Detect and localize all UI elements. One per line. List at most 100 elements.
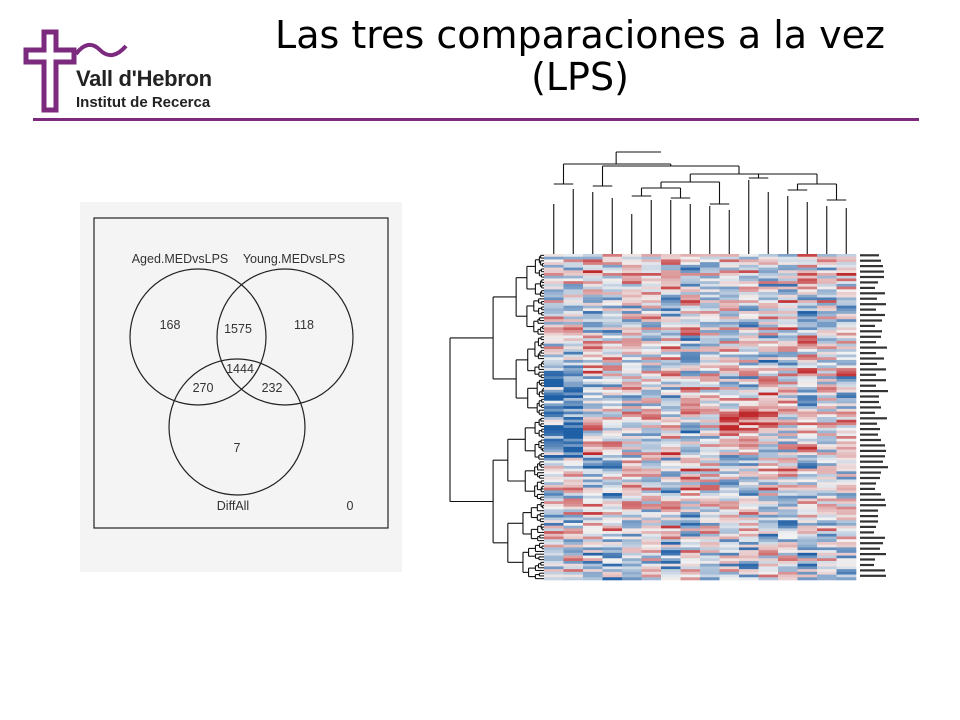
heatmap-cell [758, 444, 779, 448]
heatmap-cell [797, 528, 818, 532]
heatmap-cell [563, 340, 584, 344]
heatmap-cell [719, 484, 740, 488]
heatmap-cell [641, 338, 662, 342]
heatmap-cell [719, 392, 740, 396]
heatmap-cell [661, 300, 681, 304]
heatmap-cell [602, 254, 623, 258]
heatmap-cell [719, 563, 740, 567]
heatmap-cell [622, 370, 642, 374]
heatmap-cell [602, 441, 623, 445]
heatmap-cell [622, 574, 642, 578]
heatmap-cell [778, 493, 798, 497]
heatmap-cell [622, 302, 642, 306]
heatmap-cell [661, 313, 681, 317]
heatmap-cell [719, 338, 740, 342]
heatmap-cell [563, 381, 584, 385]
heatmap-cell [778, 387, 798, 391]
heatmap-cell [544, 471, 564, 475]
heatmap-cell [817, 452, 837, 456]
heatmap-cell [602, 569, 623, 573]
heatmap-cell [661, 294, 681, 298]
heatmap-cell [758, 403, 779, 407]
heatmap-cell [797, 378, 818, 382]
heatmap-cell [680, 539, 701, 543]
row-label-mark [860, 313, 885, 317]
heatmap-cell [583, 490, 603, 494]
heatmap-cell [602, 514, 623, 518]
row-label-mark [860, 563, 874, 567]
heatmap-cell [719, 558, 740, 562]
heatmap-cell [739, 332, 759, 336]
heatmap-cell [680, 297, 701, 301]
heatmap-cell [758, 430, 779, 434]
heatmap-cell [797, 487, 818, 491]
heatmap-cell [836, 335, 857, 339]
heatmap-cell [680, 395, 701, 399]
heatmap-cell [602, 332, 623, 336]
heatmap-cell [700, 544, 720, 548]
heatmap-cell [836, 520, 857, 524]
heatmap-cell [700, 300, 720, 304]
heatmap-cell [622, 373, 642, 377]
heatmap-cell [817, 501, 837, 505]
heatmap-cell [583, 468, 603, 472]
heatmap-cell [602, 324, 623, 328]
heatmap-cell [680, 550, 701, 554]
heatmap-cell [700, 484, 720, 488]
row-label-mark [860, 270, 884, 273]
heatmap-cell [836, 262, 857, 266]
heatmap-cell [739, 262, 759, 266]
heatmap-cell [661, 305, 681, 309]
heatmap-cell [817, 264, 837, 268]
heatmap-cell [758, 509, 779, 513]
heatmap-cell [544, 368, 564, 372]
logo-wave-icon [74, 42, 128, 58]
heatmap-cell [602, 449, 623, 453]
heatmap-cell [641, 441, 662, 445]
heatmap-cell [563, 525, 584, 529]
heatmap-cell [563, 311, 584, 315]
heatmap-cell [680, 555, 701, 559]
heatmap-cell [700, 438, 720, 442]
heatmap-cell [602, 566, 623, 570]
heatmap-cell [583, 514, 603, 518]
heatmap-cell [563, 316, 584, 320]
heatmap-cell [563, 357, 584, 361]
heatmap-cell [758, 313, 779, 317]
heatmap-cell [680, 430, 701, 434]
heatmap-cell [622, 403, 642, 407]
heatmap-cell [739, 430, 759, 434]
heatmap-cell [778, 400, 798, 404]
heatmap-cell [641, 378, 662, 382]
heatmap-cell [680, 533, 701, 537]
heatmap-cell [641, 541, 662, 545]
heatmap-cell [700, 256, 720, 260]
heatmap-cell [758, 460, 779, 464]
heatmap-cell [778, 324, 798, 328]
heatmap-cell [739, 346, 759, 350]
heatmap-cell [797, 286, 818, 290]
heatmap-cell [680, 520, 701, 524]
heatmap-cell [641, 533, 662, 537]
heatmap-cell [661, 493, 681, 497]
heatmap-cell [797, 387, 818, 391]
heatmap-cell [622, 335, 642, 339]
heatmap-cell [661, 365, 681, 369]
heatmap-cell [680, 319, 701, 323]
heatmap-cell [583, 308, 603, 312]
row-label-mark [860, 373, 876, 376]
vall-dhebron-logo: Vall d'Hebron Institut de Recerca [22, 28, 252, 114]
heatmap-cell [602, 544, 623, 548]
heatmap-cell [836, 313, 857, 317]
heatmap-cell [817, 571, 837, 575]
heatmap-cell [778, 574, 798, 578]
heatmap-cell [661, 512, 681, 516]
heatmap-cell [719, 316, 740, 320]
heatmap-cell [622, 406, 642, 410]
heatmap-cell [758, 256, 779, 260]
heatmap-cell [700, 552, 720, 556]
heatmap-cell [661, 531, 681, 535]
heatmap-cell [836, 506, 857, 510]
heatmap-cell [700, 482, 720, 486]
heatmap-cell [797, 560, 818, 564]
